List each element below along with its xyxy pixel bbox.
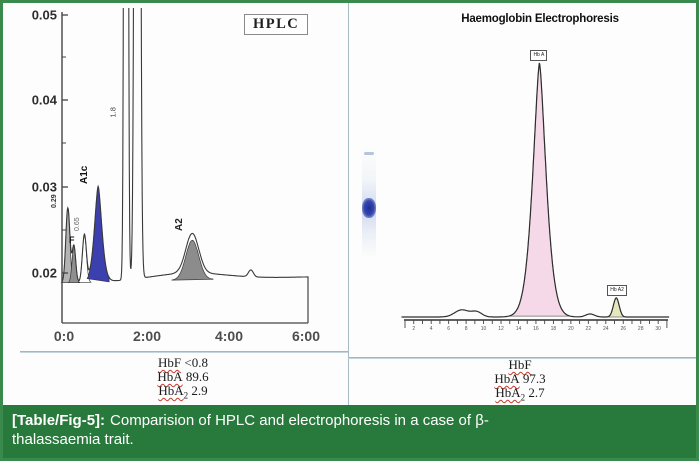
- peak-annotation: 0.29: [51, 194, 58, 208]
- panel-divider: [348, 3, 349, 405]
- gel-lane: [362, 146, 376, 264]
- peak-annotation: 1.8: [108, 106, 118, 117]
- analyte-name: HbA2: [495, 385, 526, 403]
- electro-tick-label: 22: [586, 326, 592, 332]
- x-axis-tick-label: 0:0: [54, 328, 74, 344]
- x-axis-tick-label: 6:00: [292, 328, 320, 344]
- result-row: HbA 97.3: [450, 372, 590, 386]
- electro-tick-label: 6: [447, 326, 450, 332]
- electro-tick-label: 2: [412, 326, 415, 332]
- analyte-value: 2.7: [525, 385, 545, 400]
- analyte-name: HbF: [158, 355, 182, 370]
- electrophoresis-title: Haemoglobin Electrophoresis: [461, 13, 619, 25]
- electrophoresis-chart: 2 4 6 8 10 12 14 16 18 20 22 24 26 28 30: [401, 62, 670, 332]
- electro-tick-label: 8: [465, 326, 468, 332]
- peak-label-box: Hb A: [530, 50, 548, 61]
- hplc-chart: 0.05 0.04 0.03 0.02 0:0 2:00 4:00 6:00: [32, 8, 321, 345]
- x-axis-tick-label: 2:00: [133, 328, 161, 344]
- y-axis-tick-label: 0.05: [32, 8, 57, 23]
- y-axis-tick-label: 0.03: [32, 180, 57, 195]
- electro-tick-label: 4: [430, 326, 433, 332]
- electro-tick-label: 18: [551, 326, 557, 332]
- analyte-name: HbA: [494, 371, 520, 386]
- peak-annotation: F: [69, 235, 75, 245]
- caption-label: [Table/Fig-5]:: [12, 412, 106, 429]
- electro-tick-label: 14: [516, 326, 522, 332]
- result-row: HbA2 2.9: [113, 384, 253, 403]
- analyte-name: HbA2: [158, 383, 189, 401]
- hplc-results: HbF <0.8 HbA 89.6 HbA2 2.9: [113, 356, 253, 403]
- gel-faint-band: [364, 152, 374, 155]
- hplc-separator: [20, 351, 348, 353]
- peak-label-box: Hb A2: [607, 284, 627, 296]
- electro-tick-label: 16: [533, 326, 539, 332]
- electro-tick-label: 24: [603, 326, 609, 332]
- result-row: HbA2 2.7: [450, 386, 590, 405]
- peak-annotation: A1c: [79, 165, 90, 184]
- analyte-value: 97.3: [519, 371, 546, 386]
- analyte-value: 89.6: [182, 369, 209, 384]
- electro-tick-label: 10: [481, 326, 487, 332]
- y-axis-tick-label: 0.04: [32, 93, 58, 108]
- gel-dark-band: [362, 198, 376, 218]
- electro-separator: [348, 357, 696, 359]
- electro-tick-label: 28: [638, 326, 644, 332]
- electro-tick-label: 26: [620, 326, 626, 332]
- electro-results: HbF HbA 97.3 HbA2 2.7: [450, 358, 590, 405]
- analyte-name: HbF: [508, 357, 532, 372]
- caption-text: Comparision of HPLC and electrophoresis …: [12, 412, 489, 448]
- electro-tick-label: 20: [568, 326, 574, 332]
- result-row: HbF: [450, 358, 590, 372]
- peak-annotation: A2: [174, 218, 185, 231]
- analyte-value: <0.8: [181, 355, 208, 370]
- figure-caption: [Table/Fig-5]: Comparision of HPLC and el…: [3, 405, 696, 458]
- hplc-panel-label: HPLC: [244, 14, 309, 35]
- analyte-value: 2.9: [188, 383, 208, 398]
- electro-tick-label: 30: [655, 326, 661, 332]
- y-axis-tick-label: 0.02: [32, 266, 57, 281]
- result-row: HbF <0.8: [113, 356, 253, 370]
- electro-tick-label: 12: [498, 326, 504, 332]
- analyte-name: HbA: [157, 369, 183, 384]
- caption-inner: [Table/Fig-5]: Comparision of HPLC and el…: [12, 411, 532, 449]
- result-row: HbA 89.6: [113, 370, 253, 384]
- x-axis-tick-label: 4:00: [215, 328, 243, 344]
- peak-annotation: 0.65: [74, 217, 81, 231]
